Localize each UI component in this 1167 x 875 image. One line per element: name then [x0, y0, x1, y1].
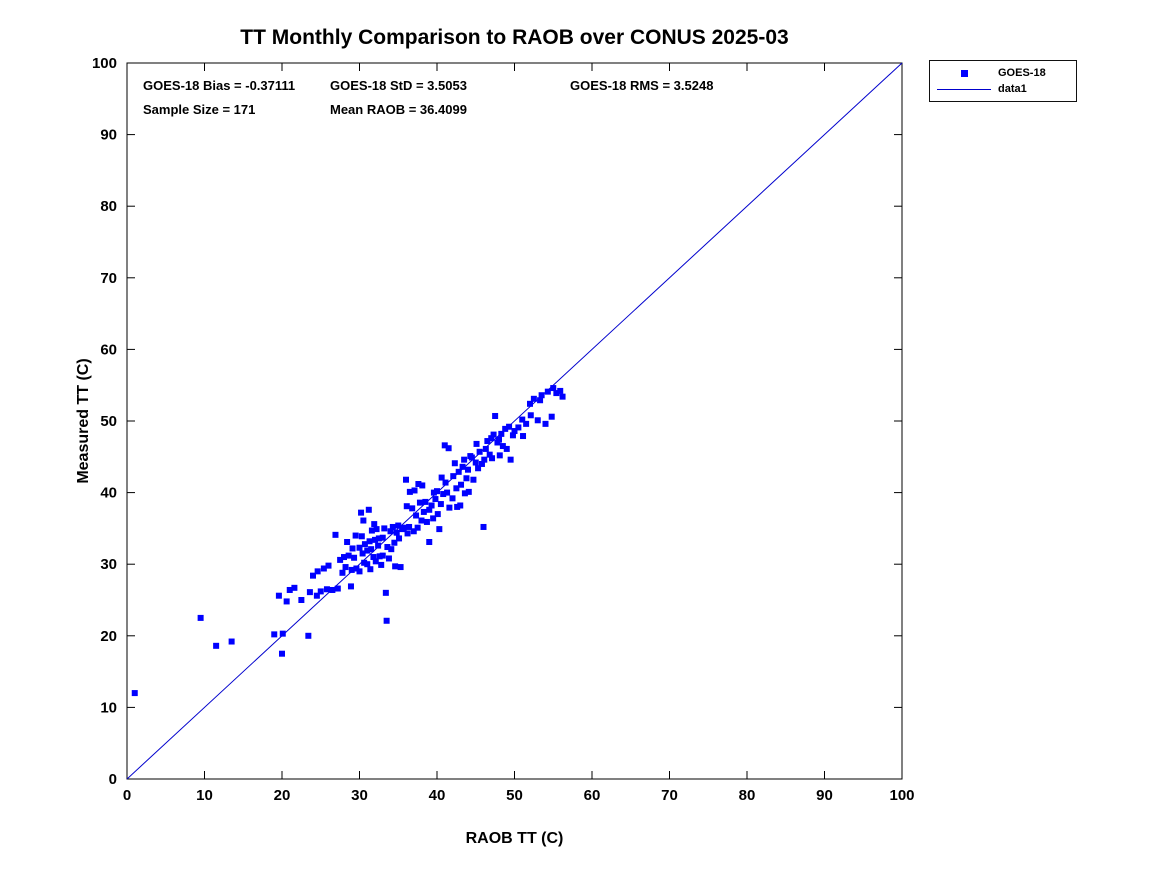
- x-tick-label: 20: [274, 787, 291, 804]
- x-tick-label: 50: [506, 787, 523, 804]
- x-tick-label: 40: [429, 787, 446, 804]
- x-tick-label: 100: [889, 787, 914, 804]
- x-tick-label: 70: [661, 787, 678, 804]
- y-tick-label: 40: [100, 485, 117, 502]
- x-tick-label: 30: [351, 787, 368, 804]
- legend-label-goes18: GOES-18: [998, 67, 1046, 79]
- x-tick-label: 0: [123, 787, 131, 804]
- stat-std: GOES-18 StD = 3.5053: [330, 78, 467, 93]
- y-tick-label: 20: [100, 628, 117, 645]
- y-axis-label: Measured TT (C): [75, 358, 92, 484]
- stat-rms: GOES-18 RMS = 3.5248: [570, 78, 714, 93]
- y-tick-label: 100: [92, 55, 117, 72]
- identity-line: [126, 62, 903, 780]
- y-tick-label: 70: [100, 270, 117, 287]
- legend-item-goes18: GOES-18: [930, 65, 1076, 81]
- stat-mean-raob: Mean RAOB = 36.4099: [330, 102, 467, 117]
- line-marker-icon: [937, 88, 991, 90]
- x-tick-label: 10: [196, 787, 213, 804]
- y-tick-label: 10: [100, 699, 117, 716]
- stat-bias: GOES-18 Bias = -0.37111: [143, 78, 296, 93]
- chart-title: TT Monthly Comparison to RAOB over CONUS…: [240, 26, 789, 49]
- y-tick-label: 80: [100, 198, 117, 215]
- legend-line-cell: [930, 88, 998, 90]
- y-tick-label: 30: [100, 556, 117, 573]
- legend-item-data1: data1: [930, 81, 1076, 97]
- y-tick-label: 60: [100, 341, 117, 358]
- x-axis-label: RAOB TT (C): [465, 830, 564, 847]
- legend: GOES-18 data1: [929, 60, 1077, 102]
- legend-label-data1: data1: [998, 83, 1027, 95]
- stat-sample-size: Sample Size = 171: [143, 102, 256, 117]
- x-tick-label: 80: [739, 787, 756, 804]
- x-tick-label: 90: [816, 787, 833, 804]
- y-tick-label: 50: [100, 413, 117, 430]
- y-tick-label: 90: [100, 127, 117, 144]
- axes: 0 10 20 30 40 50 60 70 80 90 100 0 10 20 30 40 50 60 70 80 9…: [92, 55, 915, 804]
- square-marker-icon: [960, 69, 968, 77]
- legend-marker-cell: [930, 69, 998, 77]
- scatter-points-goes-18: [131, 385, 566, 697]
- y-tick-label: 0: [109, 771, 117, 788]
- x-tick-label: 60: [584, 787, 601, 804]
